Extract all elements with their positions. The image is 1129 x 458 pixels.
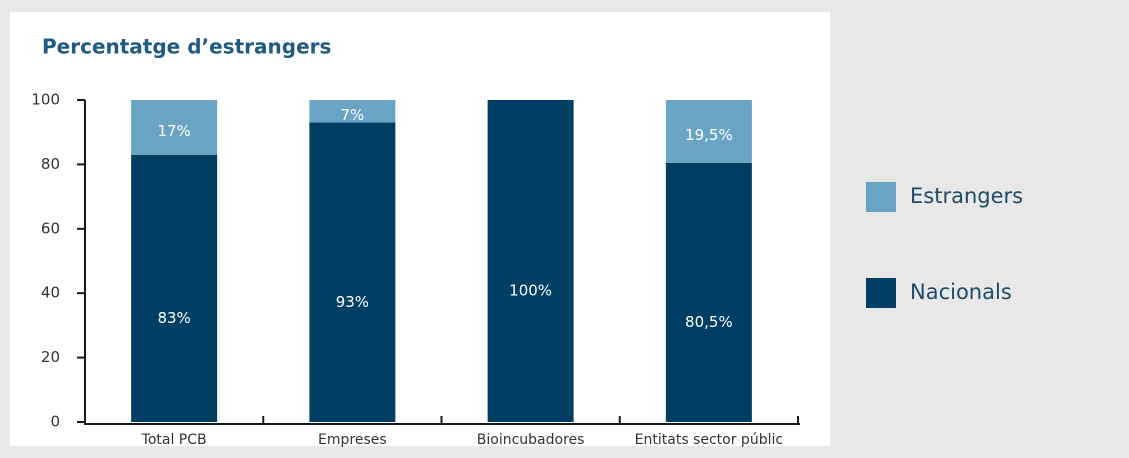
value-label: 93% [336, 293, 369, 311]
value-label: 7% [340, 106, 364, 124]
y-tick-label: 0 [50, 413, 60, 431]
y-tick-label: 80 [41, 155, 60, 173]
bar-segment [309, 122, 396, 422]
x-tick-label: Total PCB [141, 432, 207, 448]
legend-label: Estrangers [910, 184, 1023, 208]
value-label: 83% [157, 309, 190, 327]
legend-swatch [866, 278, 896, 308]
value-label: 100% [509, 282, 552, 300]
y-tick-label: 40 [41, 284, 60, 302]
value-label: 80,5% [685, 313, 733, 331]
bar-segment [131, 154, 218, 423]
x-tick-label: Bioincubadores [477, 432, 585, 448]
legend-swatch [866, 182, 896, 212]
x-tick-label: Empreses [318, 432, 387, 448]
bar-segment [131, 100, 218, 155]
value-label: 17% [157, 122, 190, 140]
bar-segment [665, 100, 752, 163]
chart-title: Percentatge d’estrangers [42, 35, 331, 59]
x-tick-label: Entitats sector públic [635, 432, 783, 448]
y-tick-label: 60 [41, 219, 60, 237]
value-label: 19,5% [685, 126, 733, 144]
bar-segment [665, 162, 752, 423]
y-tick-label: 100 [31, 91, 60, 109]
bar-segment [309, 100, 396, 123]
bar-segment [487, 100, 574, 422]
legend-label: Nacionals [910, 280, 1012, 304]
y-tick-label: 20 [41, 348, 60, 366]
